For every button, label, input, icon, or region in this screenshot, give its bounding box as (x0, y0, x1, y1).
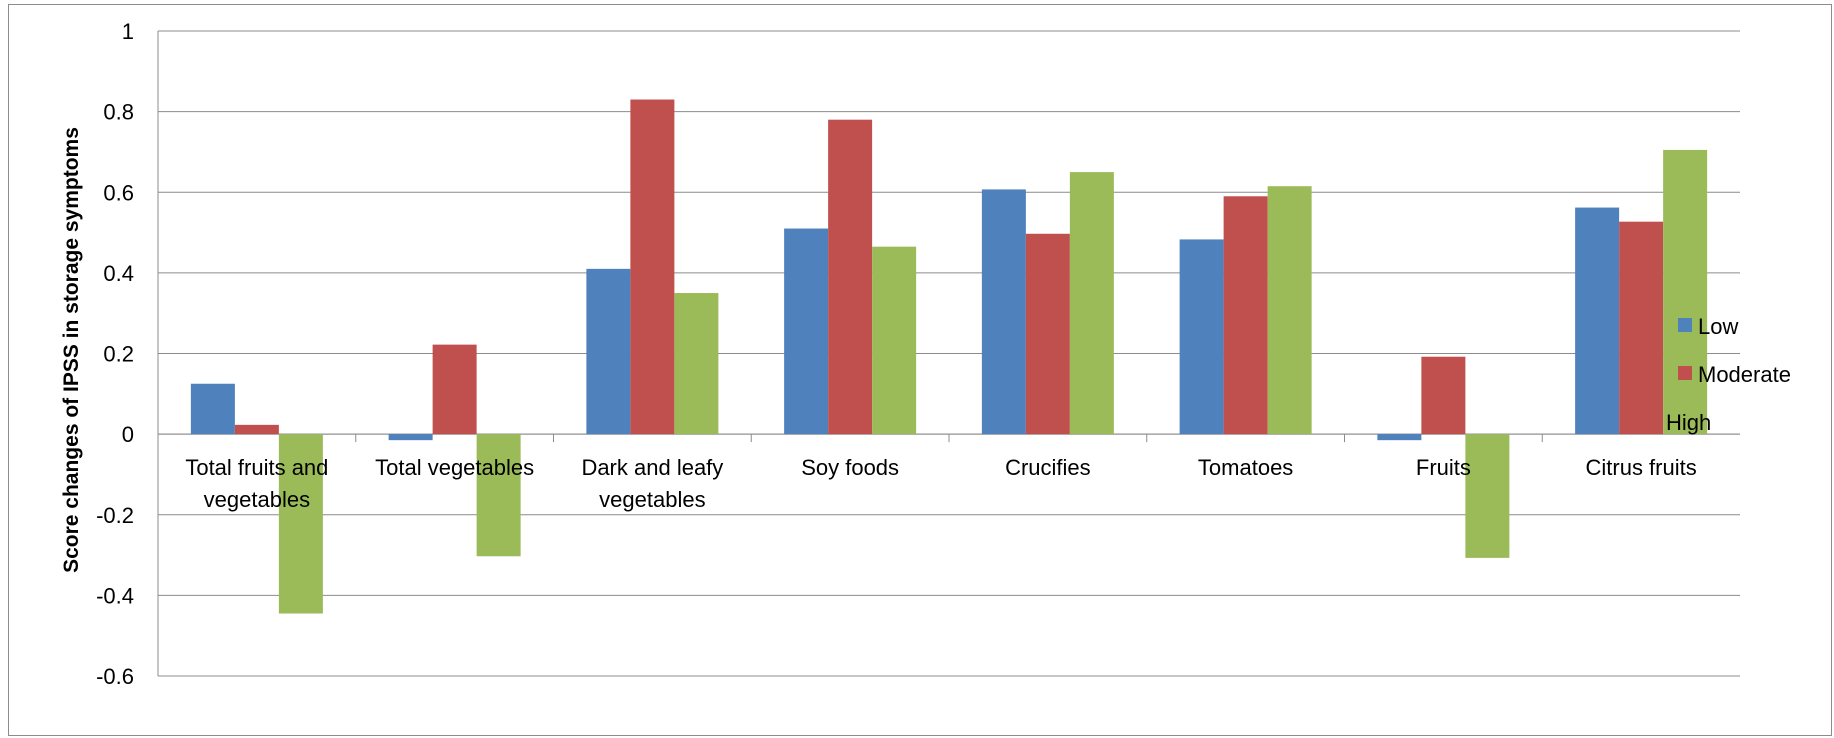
y-tick-label: -0.6 (96, 664, 134, 689)
legend-label-moderate: Moderate (1698, 362, 1791, 387)
y-tick-label: 0.6 (103, 180, 134, 205)
legend: Low Moderate High (1666, 314, 1791, 435)
y-tick-label: 1 (122, 19, 134, 44)
category-label: Total vegetables (375, 455, 534, 480)
y-tick-label: 0.4 (103, 261, 134, 286)
bar-moderate-1 (432, 344, 477, 435)
category-label: Citrus fruits (1586, 455, 1697, 480)
category-label: vegetables (204, 487, 310, 512)
bar-high-7 (1663, 149, 1708, 435)
category-label: vegetables (599, 487, 705, 512)
bar-moderate-6 (1421, 356, 1466, 435)
y-tick-label: -0.4 (96, 583, 134, 608)
bar-low-6 (1377, 434, 1422, 441)
bar-low-7 (1575, 207, 1620, 435)
bar-low-0 (190, 383, 235, 435)
bars (190, 99, 1708, 614)
legend-label-low: Low (1698, 314, 1738, 339)
category-label: Dark and leafy (581, 455, 723, 480)
bar-high-6 (1465, 434, 1510, 558)
bar-high-5 (1267, 186, 1312, 435)
bar-low-1 (388, 434, 433, 441)
legend-label-high: High (1666, 410, 1711, 435)
bar-high-1 (476, 434, 521, 557)
bar-moderate-0 (234, 424, 279, 435)
legend-swatch-moderate (1678, 366, 1692, 380)
legend-swatch-low (1678, 318, 1692, 332)
y-axis-ticks: 1 0.8 0.6 0.4 0.2 0 -0.2 -0.4 -0.6 (96, 19, 134, 689)
bar-low-4 (981, 189, 1026, 435)
category-label: Fruits (1416, 455, 1471, 480)
gridlines (157, 30, 1740, 677)
y-tick-label: -0.2 (96, 503, 134, 528)
category-label: Soy foods (801, 455, 899, 480)
bar-low-2 (586, 268, 631, 435)
bar-moderate-3 (828, 119, 873, 435)
bar-moderate-4 (1025, 233, 1070, 435)
y-tick-label: 0.2 (103, 342, 134, 367)
bar-moderate-7 (1619, 221, 1664, 435)
bar-low-3 (784, 228, 829, 435)
category-label: Total fruits and (185, 455, 328, 480)
category-labels: Total fruits and vegetables Total vegetabl… (185, 455, 1696, 512)
bar-high-0 (278, 434, 323, 614)
y-tick-label: 0.8 (103, 100, 134, 125)
bar-moderate-2 (630, 99, 675, 435)
bar-moderate-5 (1223, 196, 1268, 435)
y-tick-label: 0 (122, 422, 134, 447)
bar-high-4 (1069, 172, 1114, 435)
chart-frame (8, 4, 1832, 736)
bar-high-2 (674, 293, 719, 435)
bar-low-5 (1179, 239, 1224, 435)
y-axis-title: Score changes of IPSS in storage symptom… (60, 127, 83, 573)
category-label: Tomatoes (1198, 455, 1293, 480)
category-label: Crucifies (1005, 455, 1091, 480)
bar-high-3 (872, 246, 917, 435)
